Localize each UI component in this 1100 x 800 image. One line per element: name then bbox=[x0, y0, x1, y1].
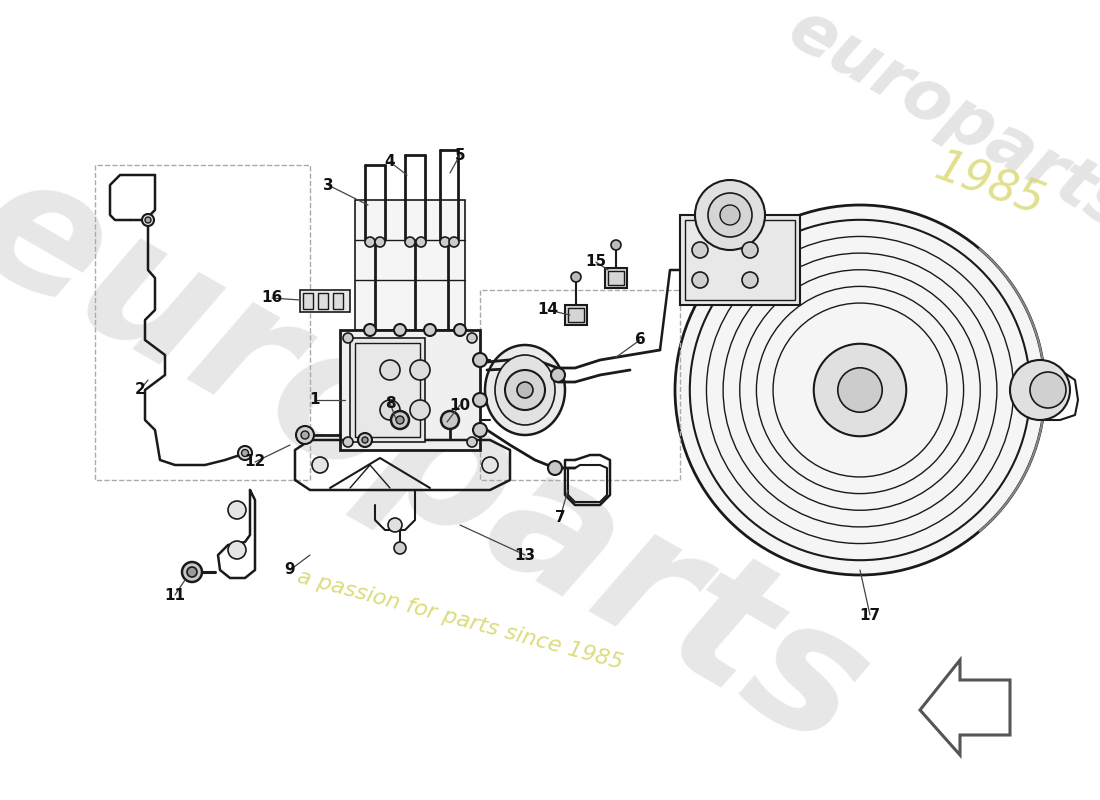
Circle shape bbox=[692, 272, 708, 288]
Circle shape bbox=[416, 237, 426, 247]
Text: 16: 16 bbox=[262, 290, 283, 306]
Text: 13: 13 bbox=[515, 547, 536, 562]
Circle shape bbox=[441, 411, 459, 429]
Circle shape bbox=[692, 242, 708, 258]
Circle shape bbox=[838, 368, 882, 412]
Bar bbox=[333, 293, 343, 309]
Circle shape bbox=[396, 416, 404, 424]
Circle shape bbox=[410, 400, 430, 420]
Circle shape bbox=[296, 426, 314, 444]
Text: europarts: europarts bbox=[0, 134, 895, 786]
Text: 3: 3 bbox=[322, 178, 333, 193]
Text: 14: 14 bbox=[538, 302, 559, 318]
Circle shape bbox=[473, 353, 487, 367]
Circle shape bbox=[182, 562, 202, 582]
Text: 1: 1 bbox=[310, 393, 320, 407]
Circle shape bbox=[708, 193, 752, 237]
Circle shape bbox=[362, 437, 369, 443]
Circle shape bbox=[1010, 360, 1070, 420]
Circle shape bbox=[517, 382, 534, 398]
Circle shape bbox=[242, 450, 249, 457]
Circle shape bbox=[142, 214, 154, 226]
Bar bbox=[318, 293, 328, 309]
Circle shape bbox=[187, 567, 197, 577]
Text: 15: 15 bbox=[585, 254, 606, 270]
Bar bbox=[565, 305, 587, 325]
Circle shape bbox=[343, 333, 353, 343]
Bar bbox=[300, 290, 350, 312]
Text: 1985: 1985 bbox=[930, 146, 1050, 225]
Circle shape bbox=[814, 344, 906, 436]
Bar bbox=[393, 415, 407, 425]
Circle shape bbox=[548, 461, 562, 475]
Circle shape bbox=[238, 446, 252, 460]
Bar bbox=[605, 268, 627, 288]
Text: 7: 7 bbox=[554, 510, 565, 526]
Circle shape bbox=[365, 237, 375, 247]
Text: europarts: europarts bbox=[777, 0, 1100, 245]
Bar bbox=[680, 215, 800, 305]
Text: 5: 5 bbox=[454, 147, 465, 162]
Circle shape bbox=[505, 370, 544, 410]
Text: 6: 6 bbox=[635, 333, 646, 347]
Circle shape bbox=[228, 501, 246, 519]
Ellipse shape bbox=[495, 355, 556, 425]
Text: 2: 2 bbox=[134, 382, 145, 398]
Circle shape bbox=[364, 324, 376, 336]
Circle shape bbox=[228, 541, 246, 559]
Circle shape bbox=[468, 437, 477, 447]
Bar bbox=[608, 271, 624, 285]
Text: 8: 8 bbox=[385, 395, 395, 410]
Text: 9: 9 bbox=[285, 562, 295, 578]
Circle shape bbox=[343, 437, 353, 447]
Bar bbox=[685, 220, 795, 300]
Bar bbox=[355, 343, 420, 437]
Bar bbox=[350, 338, 425, 442]
Bar bbox=[568, 308, 584, 322]
Circle shape bbox=[358, 433, 372, 447]
Text: 17: 17 bbox=[859, 607, 881, 622]
Circle shape bbox=[1030, 372, 1066, 408]
Bar bbox=[355, 200, 465, 330]
Circle shape bbox=[379, 360, 400, 380]
Bar bbox=[302, 293, 313, 309]
Circle shape bbox=[394, 542, 406, 554]
Circle shape bbox=[410, 360, 430, 380]
Circle shape bbox=[695, 180, 764, 250]
Circle shape bbox=[379, 400, 400, 420]
Circle shape bbox=[454, 324, 466, 336]
Text: 4: 4 bbox=[385, 154, 395, 170]
Circle shape bbox=[301, 431, 309, 439]
Text: 12: 12 bbox=[244, 454, 265, 470]
Circle shape bbox=[312, 457, 328, 473]
Circle shape bbox=[742, 242, 758, 258]
Circle shape bbox=[375, 237, 385, 247]
Circle shape bbox=[424, 324, 436, 336]
Circle shape bbox=[145, 217, 151, 223]
Circle shape bbox=[394, 324, 406, 336]
Circle shape bbox=[720, 205, 740, 225]
Bar bbox=[340, 330, 480, 450]
Circle shape bbox=[388, 518, 401, 532]
Circle shape bbox=[405, 237, 415, 247]
Circle shape bbox=[440, 237, 450, 247]
Circle shape bbox=[675, 205, 1045, 575]
Circle shape bbox=[742, 272, 758, 288]
Text: 11: 11 bbox=[165, 587, 186, 602]
Circle shape bbox=[468, 333, 477, 343]
Circle shape bbox=[571, 272, 581, 282]
Ellipse shape bbox=[485, 345, 565, 435]
Circle shape bbox=[482, 457, 498, 473]
Circle shape bbox=[449, 237, 459, 247]
Circle shape bbox=[473, 393, 487, 407]
Text: 10: 10 bbox=[450, 398, 471, 413]
Circle shape bbox=[610, 240, 621, 250]
Circle shape bbox=[551, 368, 565, 382]
Circle shape bbox=[390, 411, 409, 429]
Text: a passion for parts since 1985: a passion for parts since 1985 bbox=[295, 567, 625, 673]
Circle shape bbox=[473, 423, 487, 437]
